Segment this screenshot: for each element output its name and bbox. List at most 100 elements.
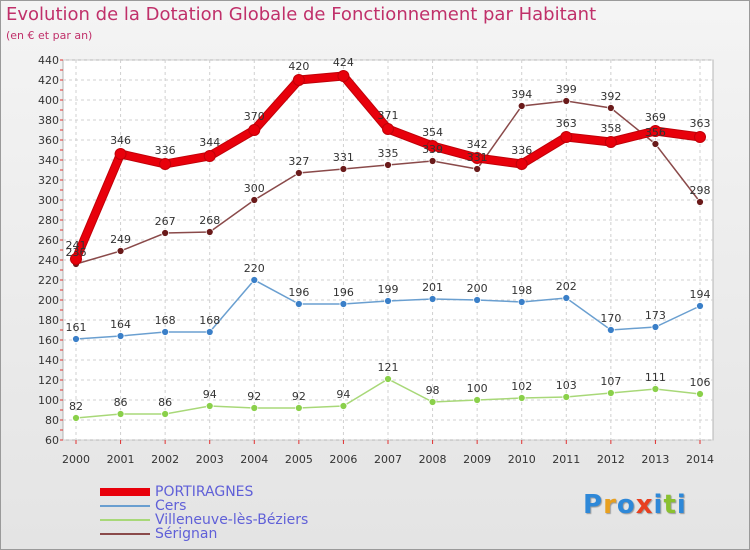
series-s-rignan-point	[205, 228, 214, 236]
series-villeneuve-l-s-b-ziers-point	[384, 375, 392, 383]
logo-letter: t	[663, 490, 677, 520]
x-tick-label: 2006	[329, 453, 357, 466]
series-villeneuve-l-s-b-ziers-point	[72, 414, 80, 422]
series-cers-point	[696, 302, 704, 310]
x-tick-label: 2001	[107, 453, 135, 466]
y-tick-label: 80	[45, 414, 59, 427]
series-portiragnes-point	[382, 123, 394, 135]
data-label: 346	[110, 134, 131, 147]
data-label: 94	[336, 388, 350, 401]
series-portiragnes-point	[292, 74, 305, 86]
data-label: 370	[244, 110, 265, 123]
series-s-rignan-point	[473, 165, 482, 173]
logo-letter: r	[603, 490, 617, 520]
data-label: 241	[66, 239, 87, 252]
data-label: 394	[511, 88, 532, 101]
series-s-rignan-point	[651, 140, 660, 148]
logo-letter: o	[616, 490, 636, 520]
series-villeneuve-l-s-b-ziers-point	[205, 402, 214, 410]
y-tick-label: 360	[38, 134, 59, 147]
series-s-rignan-point	[161, 229, 170, 237]
y-tick-label: 420	[38, 74, 59, 87]
x-tick-label: 2005	[285, 453, 313, 466]
data-label: 356	[645, 126, 666, 139]
legend-label-cers: Cers	[155, 498, 187, 514]
series-cers-point	[517, 298, 526, 306]
data-label: 358	[600, 122, 621, 135]
data-label: 331	[467, 151, 488, 164]
proxiti-logo: Proxiti	[583, 490, 687, 520]
y-tick-label: 400	[38, 94, 59, 107]
data-label: 220	[244, 262, 265, 275]
x-tick-label: 2014	[686, 453, 714, 466]
data-label: 86	[158, 396, 172, 409]
series-cers-point	[384, 297, 392, 305]
x-tick-label: 2010	[508, 453, 536, 466]
legend-swatch-serignan	[100, 533, 150, 535]
x-tick-label: 2013	[641, 453, 669, 466]
series-villeneuve-l-s-b-ziers-point	[517, 394, 526, 402]
x-tick-label: 2000	[62, 453, 90, 466]
data-label: 82	[69, 400, 83, 413]
x-tick-label: 2003	[196, 453, 224, 466]
data-label: 92	[292, 390, 306, 403]
series-villeneuve-l-s-b-ziers-point	[116, 410, 125, 418]
series-villeneuve-l-s-b-ziers-point	[606, 389, 615, 397]
x-tick-label: 2008	[419, 453, 447, 466]
series-portiragnes-point	[694, 131, 706, 143]
data-labels: 236 249 267 268 300 327 331 335 339 331 394 399 392 3…	[66, 56, 711, 413]
y-tick-label: 240	[38, 254, 59, 267]
logo-letter: i	[676, 490, 687, 520]
data-label: 336	[511, 144, 532, 157]
series-cers-point	[428, 295, 437, 303]
series-portiragnes-point	[159, 158, 172, 170]
data-label: 106	[690, 376, 711, 389]
series-portiragnes-point	[337, 70, 350, 82]
series-villeneuve-l-s-b-ziers-point	[651, 385, 660, 393]
y-tick-label: 160	[38, 334, 59, 347]
data-label: 268	[199, 214, 220, 227]
data-label: 100	[467, 382, 488, 395]
data-label: 399	[556, 83, 577, 96]
data-label: 202	[556, 280, 577, 293]
legend-swatch-cers	[100, 505, 150, 507]
data-label: 170	[600, 312, 621, 325]
data-label: 369	[645, 111, 666, 124]
series-s-rignan-point	[606, 104, 615, 112]
data-label: 424	[333, 56, 354, 69]
series-cers-point	[161, 328, 170, 336]
y-tick-label: 300	[38, 194, 59, 207]
data-label: 331	[333, 151, 354, 164]
series-portiragnes-point	[471, 152, 484, 164]
data-label: 267	[155, 215, 176, 228]
data-label: 111	[645, 371, 666, 384]
legend-label-villeneuve: Villeneuve-lès-Béziers	[155, 512, 309, 528]
series-s-rignan-point	[294, 169, 303, 177]
data-label: 98	[426, 384, 440, 397]
x-tick-label: 2009	[463, 453, 491, 466]
series-portiragnes-point	[604, 136, 617, 148]
series-cers-point	[473, 296, 482, 304]
data-label: 168	[155, 314, 176, 327]
legend-swatch-villeneuve	[100, 519, 150, 521]
series-group	[70, 70, 706, 422]
series-villeneuve-l-s-b-ziers-point	[696, 390, 704, 398]
series-villeneuve-l-s-b-ziers-point	[250, 404, 259, 412]
y-tick-label: 200	[38, 294, 59, 307]
y-tick-label: 260	[38, 234, 59, 247]
data-label: 121	[378, 361, 399, 374]
data-label: 392	[600, 90, 621, 103]
data-label: 196	[333, 286, 354, 299]
data-label: 298	[690, 184, 711, 197]
legend-label-serignan: Sérignan	[155, 526, 218, 542]
data-label: 161	[66, 321, 87, 334]
data-label: 164	[110, 318, 131, 331]
series-portiragnes-point	[248, 124, 261, 136]
logo-letter: P	[583, 490, 604, 520]
data-label: 342	[467, 138, 488, 151]
series-portiragnes-point	[560, 131, 573, 143]
logo-letter: i	[653, 490, 664, 520]
series-s-rignan-point	[696, 198, 704, 206]
y-tick-label: 60	[45, 434, 59, 447]
